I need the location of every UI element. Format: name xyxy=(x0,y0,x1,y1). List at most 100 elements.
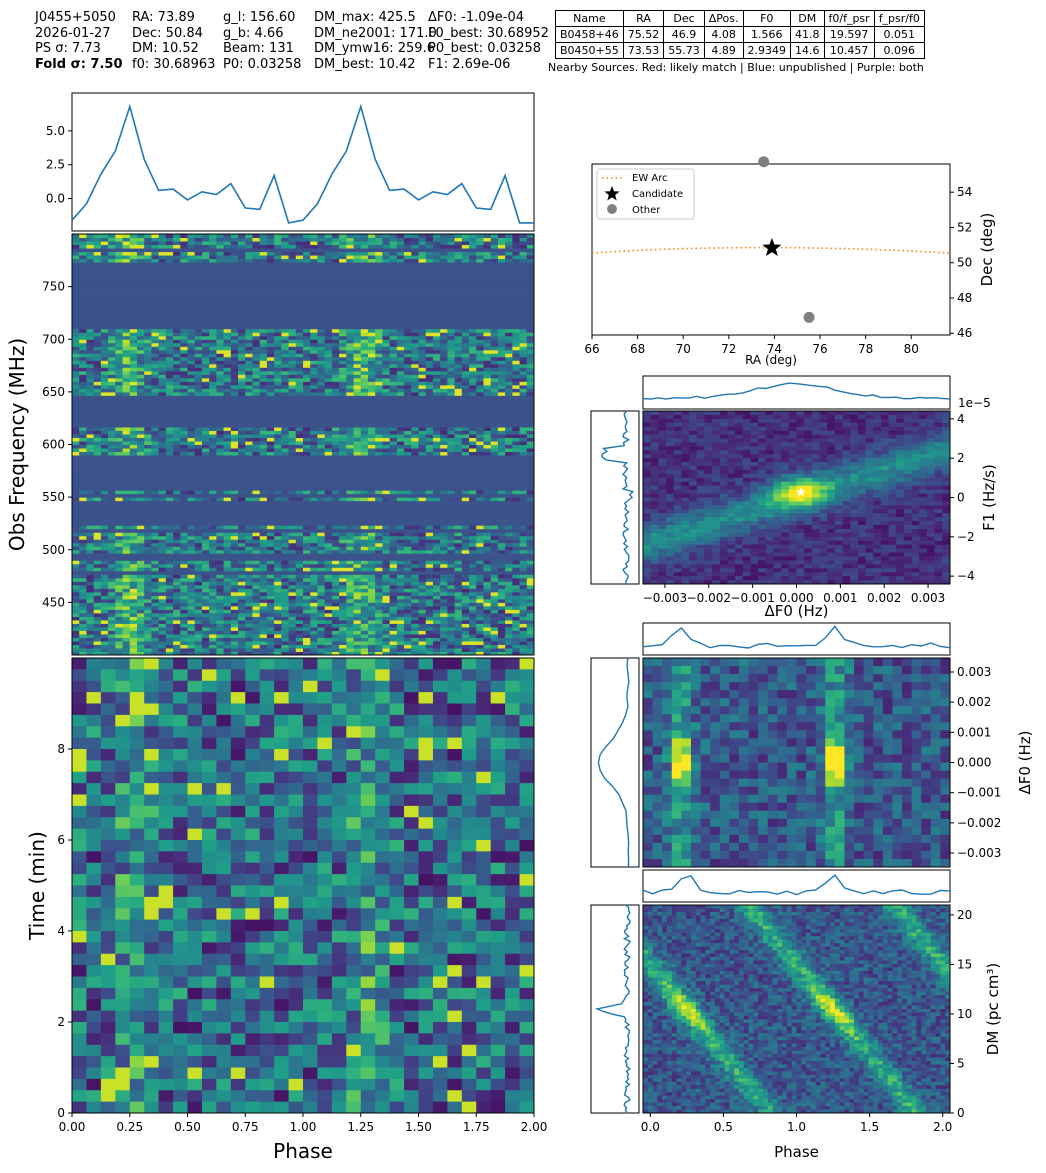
freq-cell xyxy=(108,644,116,649)
freq-cell xyxy=(79,588,87,593)
freq-cell xyxy=(375,626,383,631)
freq-cell xyxy=(165,353,174,358)
masked-channel xyxy=(72,293,534,298)
freq-cell xyxy=(411,437,419,442)
cell: 14.6 xyxy=(790,42,825,59)
freq-cell xyxy=(317,381,326,386)
freq-cell xyxy=(252,619,261,624)
freq-cell xyxy=(497,546,506,551)
freq-cell xyxy=(79,542,87,547)
freq-cell xyxy=(165,381,174,386)
freq-cell xyxy=(404,602,412,607)
freq-cell xyxy=(526,332,535,337)
freq-cell xyxy=(353,339,362,344)
freq-cell xyxy=(245,612,253,617)
freq-cell xyxy=(324,384,333,389)
masked-channel xyxy=(72,325,534,330)
freq-cell xyxy=(476,370,484,375)
freq-cell xyxy=(454,637,463,642)
freq-cell xyxy=(497,497,506,502)
freq-cell xyxy=(483,332,492,337)
freq-cell xyxy=(223,426,232,431)
freq-cell xyxy=(382,532,391,537)
freq-cell xyxy=(173,433,181,438)
freq-cell xyxy=(115,602,123,607)
freq-cell xyxy=(418,591,427,596)
freq-cell xyxy=(295,360,304,365)
freq-cell xyxy=(209,444,217,449)
freq-cell xyxy=(310,497,318,502)
freq-cell xyxy=(238,651,246,656)
freq-cell xyxy=(129,574,138,579)
freq-cell xyxy=(310,532,318,537)
freq-cell xyxy=(216,525,224,530)
freq-cell xyxy=(339,633,347,638)
freq-cell xyxy=(151,598,160,603)
freq-cell xyxy=(238,605,246,610)
freq-cell xyxy=(411,623,419,628)
freq-cell xyxy=(129,248,138,253)
freq-cell xyxy=(360,633,369,638)
freq-cell xyxy=(216,546,224,551)
freq-cell xyxy=(288,346,297,351)
freq-cell xyxy=(209,342,217,347)
freq-cell xyxy=(425,493,434,498)
freq-cell xyxy=(274,647,282,652)
masked-channel xyxy=(72,269,534,274)
freq-cell xyxy=(346,626,354,631)
freq-cell xyxy=(100,637,109,642)
freq-cell xyxy=(454,363,463,368)
freq-cell xyxy=(209,426,217,431)
freq-cell xyxy=(100,367,109,372)
freq-cell xyxy=(526,339,535,344)
freq-cell xyxy=(288,623,297,628)
freq-cell xyxy=(346,637,354,642)
freq-cell xyxy=(411,493,419,498)
freq-cell xyxy=(411,241,419,246)
freq-cell xyxy=(72,602,80,607)
freq-cell xyxy=(404,367,412,372)
freq-cell xyxy=(295,363,304,368)
freq-cell xyxy=(339,339,347,344)
freq-cell xyxy=(108,609,116,614)
freq-cell xyxy=(404,588,412,593)
freq-cell xyxy=(367,577,376,582)
freq-cell xyxy=(180,532,188,537)
freq-cell xyxy=(490,626,499,631)
freq-cell xyxy=(483,339,492,344)
freq-cell xyxy=(295,609,304,614)
freq-cell xyxy=(389,374,398,379)
freq-cell xyxy=(526,377,535,382)
freq-cell xyxy=(303,497,311,502)
freq-cell xyxy=(382,609,391,614)
freq-cell xyxy=(216,444,224,449)
freq-cell xyxy=(425,532,434,537)
freq-cell xyxy=(201,549,210,554)
col-ratio-a: f0/f_psr xyxy=(823,10,875,27)
freq-cell xyxy=(505,251,513,256)
freq-cell xyxy=(223,437,232,442)
freq-cell xyxy=(187,612,196,617)
freq-cell xyxy=(396,328,405,333)
freq-cell xyxy=(194,370,203,375)
freq-cell xyxy=(483,363,492,368)
freq-cell xyxy=(317,609,326,614)
freq-cell xyxy=(72,244,80,249)
freq-cell xyxy=(216,388,224,393)
freq-cell xyxy=(382,437,391,442)
freq-cell xyxy=(382,528,391,533)
freq-cell xyxy=(86,451,95,456)
freq-cell xyxy=(447,651,455,656)
freq-cell xyxy=(79,437,87,442)
freq-cell xyxy=(252,581,261,586)
freq-cell xyxy=(346,370,354,375)
freq-cell xyxy=(180,444,188,449)
freq-cell xyxy=(180,577,188,582)
freq-cell xyxy=(122,577,131,582)
freq-cell xyxy=(187,595,196,600)
freq-cell xyxy=(526,549,535,554)
freq-cell xyxy=(324,356,333,361)
freq-cell xyxy=(425,560,434,565)
freq-cell xyxy=(303,349,311,354)
freq-cell xyxy=(281,444,289,449)
